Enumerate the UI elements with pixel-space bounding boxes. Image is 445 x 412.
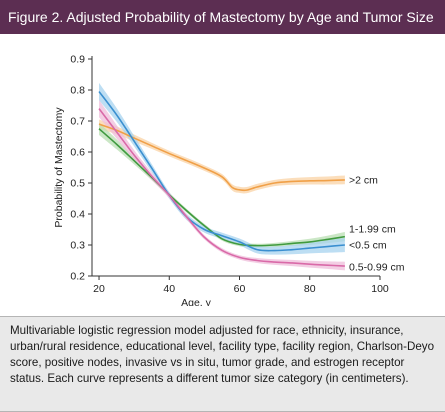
y-axis-label: Probability of Mastectomy <box>53 107 65 228</box>
figure-caption: Multivariable logistic regression model … <box>0 316 445 412</box>
series-line-4 <box>98 108 345 267</box>
y-tick-label: 0.2 <box>70 271 85 283</box>
curve-label-4: 0.5-0.99 cm <box>349 262 405 274</box>
series-line-2 <box>98 128 346 247</box>
confidence-band-3 <box>99 82 345 255</box>
series-line-3 <box>98 91 345 252</box>
y-tick-label: 0.7 <box>70 116 85 128</box>
y-tick-label: 0.8 <box>70 85 85 97</box>
confidence-bands <box>99 82 345 271</box>
y-tick-label: 0.5 <box>70 178 85 190</box>
x-axis-label: Age, y <box>181 297 212 306</box>
y-tick-label: 0.4 <box>70 209 85 221</box>
chart-panel: 0.2 0.3 0.4 0.5 0.6 0.7 0.8 0.9 20 40 60 80 100 Age, … <box>0 34 445 306</box>
line-chart: 0.2 0.3 0.4 0.5 0.6 0.7 0.8 0.9 20 40 60 80 100 Age, … <box>53 54 405 307</box>
series-lines <box>98 91 346 267</box>
axes: 0.2 0.3 0.4 0.5 0.6 0.7 0.8 0.9 20 40 60 80 100 Age, … <box>53 54 389 307</box>
x-tick-label: 80 <box>304 283 316 295</box>
confidence-band-1 <box>99 119 345 194</box>
curve-label-3: <0.5 cm <box>349 240 387 252</box>
curve-label-2: 1-1.99 cm <box>349 224 396 236</box>
curve-labels: >2 cm 1-1.99 cm <0.5 cm 0.5-0.99 cm <box>349 174 405 273</box>
y-tick-label: 0.9 <box>70 54 85 66</box>
x-tick-label: 20 <box>93 283 105 295</box>
figure-title: Figure 2. Adjusted Probability of Mastec… <box>0 0 445 34</box>
series-line-1 <box>98 123 345 192</box>
x-tick-label: 100 <box>371 283 389 295</box>
y-tick-label: 0.6 <box>70 147 85 159</box>
curve-label-1: >2 cm <box>349 174 378 186</box>
x-tick-label: 60 <box>234 283 246 295</box>
x-tick-label: 40 <box>163 283 175 295</box>
y-tick-label: 0.3 <box>70 240 85 252</box>
